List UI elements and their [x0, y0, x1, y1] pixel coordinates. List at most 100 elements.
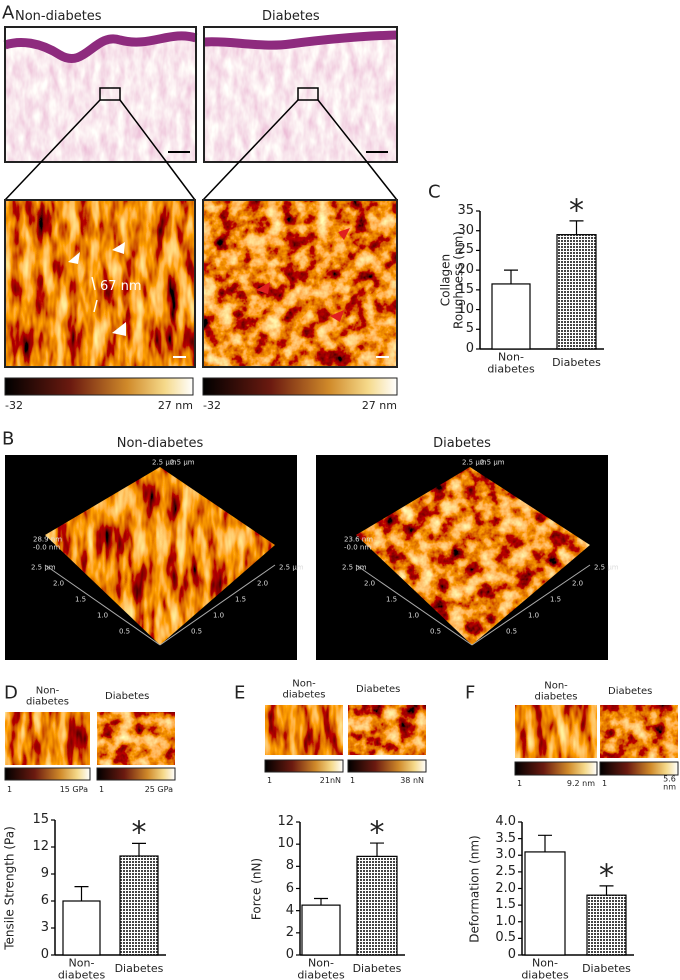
y-tick-label: 6 [40, 893, 49, 909]
colorbar [4, 377, 194, 396]
image-title: Non- diabetes [25, 685, 70, 707]
afm-image [5, 200, 195, 367]
significance-marker: * [599, 858, 614, 894]
error-bar [74, 886, 89, 901]
histology-image [204, 27, 397, 162]
image-title: Non-diabetes [15, 9, 102, 25]
y-tick-label: 0 [285, 947, 294, 963]
error-bar [504, 269, 518, 284]
height-label: -0.0 nm [33, 543, 61, 552]
y-tick-label: 1.5 [495, 897, 516, 913]
bar [62, 900, 101, 956]
image-title: Non- diabetes [282, 678, 326, 700]
image-title: Diabetes [105, 690, 150, 702]
significance-marker: * [131, 815, 147, 851]
bar [586, 894, 627, 956]
colorbar-label: 21nN [319, 775, 341, 785]
x-tick-label: Non- diabetes [297, 956, 345, 980]
y-tick-label: 25 [457, 242, 474, 258]
colorbar-label: 1 [267, 775, 273, 785]
y-axis-label: Force (nN) [249, 857, 264, 920]
afm-3d-image [45, 467, 275, 645]
y-tick-label: 0.5 [495, 930, 516, 946]
axis-label: 2.0 [364, 579, 376, 588]
panel-label: C [428, 181, 441, 203]
x-tick-label: Non- diabetes [521, 956, 569, 980]
y-tick-label: 2.0 [495, 880, 516, 896]
y-tick-label: 2 [285, 925, 294, 941]
error-bar [314, 897, 328, 906]
y-tick-label: 12 [277, 814, 294, 830]
y-tick-label: 15 [32, 812, 49, 828]
axis-label: 2.5 µm [31, 563, 56, 572]
bar [356, 855, 398, 956]
colorbar-label: -32 [203, 399, 221, 413]
y-tick-label: 4.0 [495, 814, 516, 830]
axis-label: 2.5 µm [342, 563, 367, 572]
colorbar-label: 1 [99, 784, 105, 794]
panel-label: A [2, 2, 15, 24]
error-bar [370, 842, 384, 857]
y-tick-label: 35 [457, 203, 474, 219]
y-tick-label: 10 [457, 301, 474, 317]
axis-label: 1.5 [550, 595, 562, 604]
axis-label: 2.5 µm [480, 458, 505, 467]
axis-label: 2.5 µm [170, 458, 195, 467]
colorbar-label: 27 nm [361, 399, 397, 413]
panel-label: E [234, 682, 246, 704]
y-tick-label: 0 [465, 341, 474, 357]
x-tick-label: Non- diabetes [487, 350, 535, 375]
y-tick-label: 0 [40, 947, 49, 963]
error-bar [569, 220, 584, 235]
axis-label: 2.0 [53, 579, 65, 588]
image-title: Non- diabetes [534, 680, 578, 702]
axis-label: 0.5 [506, 627, 518, 636]
colorbar-label: 9.2 nm [566, 778, 595, 788]
x-tick-label: Diabetes [552, 356, 601, 370]
axis-label: 1.5 [235, 595, 247, 604]
x-tick-label: Non- diabetes [57, 956, 106, 980]
colorbar-label: 38 nN [400, 775, 424, 785]
colorbar-label: 1 [7, 784, 13, 794]
error-bar [132, 842, 146, 856]
y-tick-label: 30 [457, 222, 474, 238]
afm-3d-image [356, 467, 590, 645]
image-annotation: 67 nm [100, 279, 142, 295]
axis-label: 0.5 [119, 627, 131, 636]
axis-label: 2.5 µm [594, 563, 619, 572]
y-tick-label: 4 [285, 902, 294, 918]
axis-label: 1.0 [97, 611, 109, 620]
significance-marker: * [569, 193, 584, 229]
y-axis-label: Tensile Strength (Pa) [2, 825, 17, 950]
y-tick-label: 1.0 [495, 913, 516, 929]
axis-label: 2.5 µm [152, 458, 177, 467]
y-tick-label: 3.0 [495, 847, 516, 863]
x-tick-label: Diabetes [582, 962, 631, 976]
image-title: Diabetes [356, 683, 401, 695]
axis-label: 2.0 [257, 579, 269, 588]
colorbar [202, 377, 398, 396]
image-title: Diabetes [608, 685, 653, 697]
height-label: 23.6 nm [344, 535, 374, 544]
colorbar-label: 5.6 nm [663, 774, 676, 792]
small-images [4, 705, 679, 781]
bar [491, 283, 531, 350]
y-tick-label: 15 [457, 282, 474, 298]
axis-label: 2.5 µm [279, 563, 304, 572]
panel-a-images [3, 26, 398, 396]
axis-label: 0.5 [191, 627, 203, 636]
colorbar-label: 27 nm [157, 399, 193, 413]
y-tick-label: 9 [40, 866, 49, 882]
bar [119, 855, 159, 956]
y-tick-label: 3 [40, 920, 49, 936]
colorbar-label: 1 [602, 778, 608, 788]
axis-label: 0.5 [430, 627, 442, 636]
colorbar-label: 15 GPa [59, 784, 88, 794]
colorbar-label: 1 [517, 778, 523, 788]
axis-label: 2.0 [572, 579, 584, 588]
y-tick-label: 12 [32, 839, 49, 855]
afm-image [203, 200, 397, 367]
x-tick-label: Diabetes [352, 962, 402, 976]
